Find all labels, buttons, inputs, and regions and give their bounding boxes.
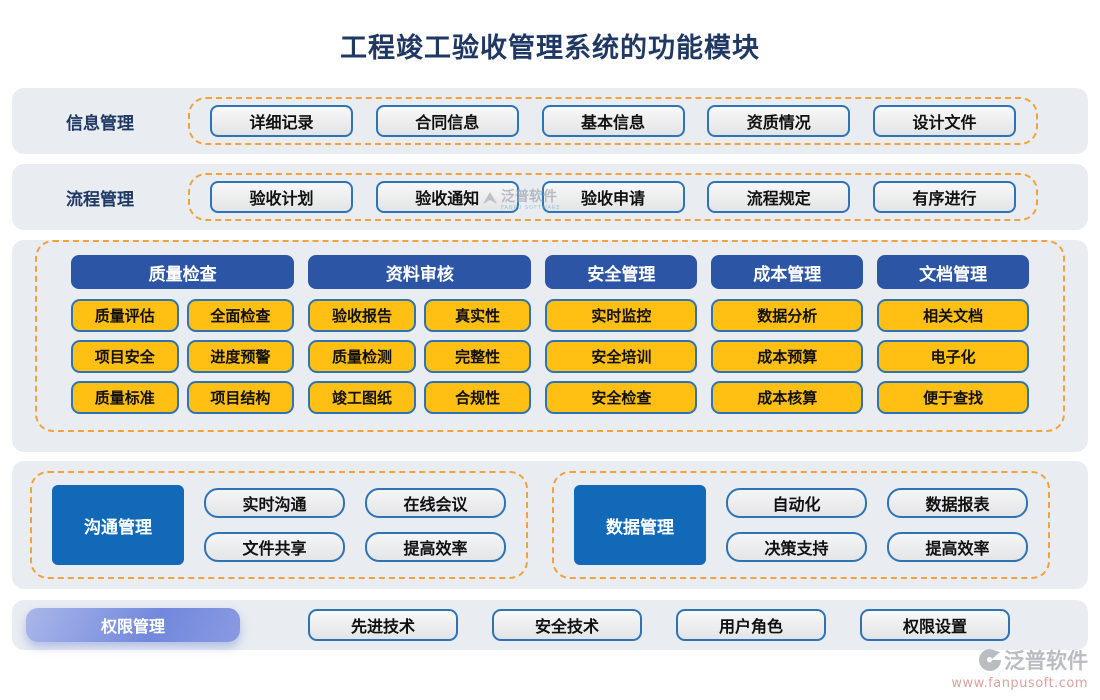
module-header-safety-management[interactable]: 安全管理 (545, 255, 698, 289)
module-item-button[interactable]: 安全检查 (545, 381, 698, 414)
module-items: 数据分析 成本预算 成本核算 (711, 299, 864, 414)
data-group: 数据管理 自动化 数据报表 决策支持 提高效率 (552, 471, 1050, 579)
process-item-button[interactable]: 流程规定 (707, 181, 851, 213)
process-item-button[interactable]: 验收申请 (541, 181, 685, 213)
module-header-data-review[interactable]: 资料审核 (308, 255, 532, 289)
module-items: 相关文档 电子化 便于查找 (877, 299, 1030, 414)
data-management-box[interactable]: 数据管理 (574, 485, 706, 565)
info-item-button[interactable]: 资质情况 (707, 105, 851, 137)
group-item-button[interactable]: 决策支持 (726, 532, 867, 562)
group-item-button[interactable]: 实时沟通 (204, 488, 345, 518)
module-item-button[interactable]: 数据分析 (711, 299, 864, 332)
module-item-button[interactable]: 相关文档 (877, 299, 1030, 332)
module-item-button[interactable]: 成本预算 (711, 340, 864, 373)
module-item-button[interactable]: 实时监控 (545, 299, 698, 332)
info-item-button[interactable]: 基本信息 (541, 105, 685, 137)
module-header-quality-check[interactable]: 质量检查 (71, 255, 295, 289)
watermark-url: www.fanpusoft.com (951, 676, 1088, 691)
permission-item-button[interactable]: 先进技术 (308, 609, 458, 641)
module-item-button[interactable]: 质量评估 (71, 299, 179, 332)
fanpu-logo-icon (979, 649, 1001, 671)
module-item-button[interactable]: 项目安全 (71, 340, 179, 373)
module-item-button[interactable]: 验收报告 (308, 299, 416, 332)
module-item-button[interactable]: 全面检查 (186, 299, 295, 332)
module-item-button[interactable]: 质量标准 (71, 381, 179, 414)
module-item-button[interactable]: 真实性 (423, 299, 532, 332)
module-item-button[interactable]: 成本核算 (711, 381, 864, 414)
module-items: 验收报告 真实性 质量检测 完整性 竣工图纸 合规性 (308, 299, 532, 414)
module-item-button[interactable]: 安全培训 (545, 340, 698, 373)
module-item-button[interactable]: 合规性 (423, 381, 532, 414)
permission-section: 权限管理 先进技术 安全技术 用户角色 权限设置 (12, 600, 1088, 650)
process-management-label: 流程管理 (66, 189, 134, 210)
permission-management-pill[interactable]: 权限管理 (26, 608, 240, 642)
module-data-review: 资料审核 验收报告 真实性 质量检测 完整性 竣工图纸 合规性 (308, 255, 532, 417)
process-item-button[interactable]: 验收计划 (210, 181, 353, 213)
watermark-corner: 泛普软件 www.fanpusoft.com (951, 645, 1088, 691)
communication-items: 实时沟通 在线会议 文件共享 提高效率 (204, 488, 506, 562)
groups-section: 沟通管理 实时沟通 在线会议 文件共享 提高效率 数据管理 自动化 数据报表 决… (12, 461, 1088, 589)
permission-item-button[interactable]: 权限设置 (860, 609, 1010, 641)
communication-management-box[interactable]: 沟通管理 (52, 485, 184, 565)
module-safety-management: 安全管理 实时监控 安全培训 安全检查 (545, 255, 698, 417)
modules-group: 质量检查 质量评估 全面检查 项目安全 进度预警 质量标准 项目结构 资料审核 … (35, 240, 1065, 432)
process-management-group: 验收计划 验收通知 验收申请 流程规定 有序进行 (188, 173, 1038, 221)
module-quality-check: 质量检查 质量评估 全面检查 项目安全 进度预警 质量标准 项目结构 (71, 255, 295, 417)
process-item-button[interactable]: 验收通知 (375, 181, 519, 213)
group-item-button[interactable]: 数据报表 (887, 488, 1028, 518)
info-management-section: 信息管理 详细记录 合同信息 基本信息 资质情况 设计文件 (12, 88, 1088, 154)
info-item-button[interactable]: 详细记录 (210, 105, 353, 137)
module-cost-management: 成本管理 数据分析 成本预算 成本核算 (711, 255, 864, 417)
info-item-button[interactable]: 合同信息 (375, 105, 519, 137)
info-management-group: 详细记录 合同信息 基本信息 资质情况 设计文件 (188, 97, 1038, 145)
module-items: 质量评估 全面检查 项目安全 进度预警 质量标准 项目结构 (71, 299, 295, 414)
module-item-button[interactable]: 便于查找 (877, 381, 1030, 414)
permission-items: 先进技术 安全技术 用户角色 权限设置 (308, 609, 1010, 641)
group-item-button[interactable]: 自动化 (726, 488, 867, 518)
group-item-button[interactable]: 在线会议 (365, 488, 506, 518)
permission-item-button[interactable]: 用户角色 (676, 609, 826, 641)
data-items: 自动化 数据报表 决策支持 提高效率 (726, 488, 1028, 562)
group-item-button[interactable]: 文件共享 (204, 532, 345, 562)
module-item-button[interactable]: 完整性 (423, 340, 532, 373)
module-item-button[interactable]: 质量检测 (308, 340, 416, 373)
process-item-button[interactable]: 有序进行 (873, 181, 1016, 213)
module-item-button[interactable]: 进度预警 (186, 340, 295, 373)
module-items: 实时监控 安全培训 安全检查 (545, 299, 698, 414)
module-item-button[interactable]: 竣工图纸 (308, 381, 416, 414)
process-management-section: 流程管理 验收计划 验收通知 验收申请 流程规定 有序进行 (12, 164, 1088, 230)
module-item-button[interactable]: 项目结构 (186, 381, 295, 414)
communication-group: 沟通管理 实时沟通 在线会议 文件共享 提高效率 (30, 471, 528, 579)
group-item-button[interactable]: 提高效率 (365, 532, 506, 562)
group-item-button[interactable]: 提高效率 (887, 532, 1028, 562)
module-header-cost-management[interactable]: 成本管理 (711, 255, 864, 289)
info-item-button[interactable]: 设计文件 (873, 105, 1016, 137)
module-header-document-management[interactable]: 文档管理 (877, 255, 1030, 289)
info-management-label: 信息管理 (66, 113, 134, 134)
page-title: 工程竣工验收管理系统的功能模块 (340, 33, 760, 64)
modules-section: 质量检查 质量评估 全面检查 项目安全 进度预警 质量标准 项目结构 资料审核 … (12, 240, 1088, 452)
permission-item-button[interactable]: 安全技术 (492, 609, 642, 641)
module-item-button[interactable]: 电子化 (877, 340, 1030, 373)
module-document-management: 文档管理 相关文档 电子化 便于查找 (877, 255, 1030, 417)
